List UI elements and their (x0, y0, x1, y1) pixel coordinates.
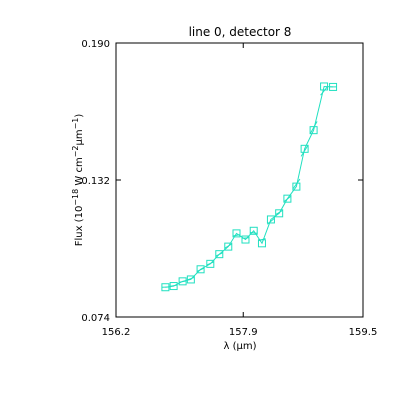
point-marker (292, 182, 301, 191)
point-inner-line (267, 217, 275, 225)
point-marker (224, 242, 233, 251)
point-inner-line (232, 234, 241, 237)
point-marker (320, 82, 329, 91)
y-label-mu: μm (74, 129, 85, 145)
y-label-suffix: ) (74, 114, 85, 118)
plot-frame (115, 42, 364, 318)
point-marker (249, 226, 258, 235)
point-inner-line (187, 276, 195, 281)
x-tick-label: 159.5 (349, 327, 378, 338)
point-inner-line (258, 238, 266, 242)
x-axis-label: λ (μm) (223, 341, 256, 352)
y-label-mid: W cm (74, 157, 85, 188)
point-marker (300, 144, 309, 153)
y-label-exp-2: −2 (71, 146, 80, 158)
data-point (275, 209, 284, 218)
y-label-exp-1: −18 (71, 189, 80, 206)
data-point (161, 283, 170, 292)
point-inner-line (292, 178, 301, 190)
x-tick-label: 157.9 (229, 327, 258, 338)
point-inner-line (170, 284, 178, 287)
data-point (215, 250, 224, 259)
point-marker (241, 235, 250, 244)
data-point (329, 82, 338, 91)
point-marker (232, 229, 241, 238)
point-inner-line (179, 280, 187, 283)
point-marker (266, 215, 275, 224)
point-inner-line (300, 144, 309, 157)
point-inner-line (224, 243, 233, 249)
data-point (292, 178, 301, 191)
data-point (224, 242, 233, 251)
data-point (232, 229, 241, 238)
point-marker (206, 259, 215, 268)
point-inner-line (320, 86, 328, 96)
data-point (206, 259, 215, 268)
point-inner-line (275, 209, 283, 215)
y-axis-label: Flux (10−18 W cm−2μm−1) (71, 114, 85, 247)
point-marker (215, 250, 224, 259)
point-marker (283, 194, 292, 203)
data-point (300, 144, 309, 157)
data-point (309, 121, 318, 135)
data-point (257, 238, 266, 248)
point-inner-line (206, 261, 215, 266)
point-inner-line (309, 121, 318, 135)
point-inner-line (250, 232, 258, 234)
tick-labels: 156.2 157.9 159.5 0.074 0.132 0.190 (81, 39, 377, 338)
data-point (320, 82, 329, 96)
series-flux (161, 82, 338, 292)
data-point (249, 226, 258, 235)
y-tick-label: 0.132 (81, 176, 110, 187)
point-inner-line (196, 267, 205, 272)
data-point (178, 277, 187, 286)
data-point (196, 265, 205, 274)
point-marker (196, 265, 205, 274)
y-label-exp-3: −1 (71, 118, 80, 130)
point-marker (275, 209, 284, 218)
point-inner-line (283, 195, 292, 202)
y-tick-label: 0.074 (81, 313, 110, 324)
point-inner-line (241, 237, 250, 239)
y-tick-label: 0.190 (81, 39, 110, 50)
x-tick-label: 156.2 (102, 327, 131, 338)
point-inner-line (215, 252, 224, 257)
chart-title: line 0, detector 8 (189, 25, 292, 39)
data-point (241, 235, 250, 244)
data-point (186, 275, 195, 284)
data-point (283, 194, 292, 203)
data-point (266, 215, 275, 225)
y-label-prefix: Flux (10 (74, 206, 85, 247)
data-point (169, 282, 178, 291)
